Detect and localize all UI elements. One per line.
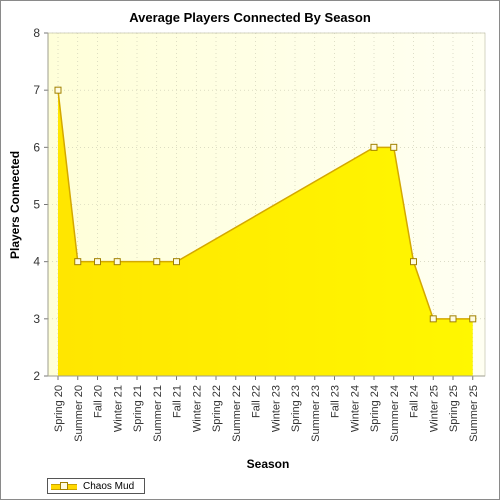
data-point-marker <box>54 86 62 94</box>
x-tick-label: Fall 23 <box>330 385 342 418</box>
x-tick-label: Spring 20 <box>53 385 65 432</box>
data-point-marker <box>153 258 161 266</box>
data-point-marker <box>94 258 101 266</box>
data-point-marker <box>370 143 378 151</box>
x-tick-label: Summer 24 <box>389 385 401 442</box>
data-point-marker <box>469 315 477 323</box>
x-tick-label: Fall 22 <box>251 385 263 418</box>
y-tick-label: 8 <box>33 26 40 40</box>
y-tick-label: 5 <box>33 198 40 212</box>
y-tick-label: 3 <box>33 312 40 326</box>
x-tick-label: Spring 25 <box>448 385 460 432</box>
data-point-marker <box>74 258 82 266</box>
x-tick-label: Spring 21 <box>132 385 144 432</box>
chart-title: Average Players Connected By Season <box>129 10 371 25</box>
y-tick-label: 2 <box>33 369 40 383</box>
x-tick-label: Summer 25 <box>468 385 480 442</box>
x-tick-label: Spring 24 <box>369 385 381 432</box>
axes: 2 3 4 5 6 7 8 Spring 20 Summer 20 Fall 20 Winter 2… <box>33 26 486 442</box>
legend: Chaos Mud <box>47 478 145 494</box>
plot-border <box>47 32 486 377</box>
x-tick-label: Summer 21 <box>152 385 164 442</box>
data-point-marker <box>113 258 121 266</box>
y-tick-label: 6 <box>33 140 40 154</box>
series-area <box>58 90 473 377</box>
x-tick-label: Fall 20 <box>93 385 105 418</box>
x-tick-label: Spring 22 <box>211 385 223 432</box>
data-point-marker <box>429 315 437 323</box>
x-tick-label: Winter 25 <box>428 385 440 432</box>
x-tick-label: Fall 21 <box>172 385 184 418</box>
x-tick-label: Winter 22 <box>191 385 203 432</box>
legend-label: Chaos Mud <box>83 480 135 492</box>
data-point-marker <box>173 258 180 266</box>
x-tick-label: Spring 23 <box>290 385 302 432</box>
data-point-marker <box>449 315 457 323</box>
x-tick-label: Summer 23 <box>310 385 322 442</box>
x-tick-label: Winter 21 <box>112 385 124 432</box>
y-tick-label: 7 <box>33 83 40 97</box>
legend-swatch-icon <box>51 481 77 491</box>
x-tick-label: Winter 23 <box>270 385 282 432</box>
data-point-marker <box>410 258 417 266</box>
data-point-marker <box>390 143 398 151</box>
x-tick-label: Summer 20 <box>73 385 85 442</box>
x-tick-label: Summer 22 <box>231 385 243 442</box>
y-tick-label: 4 <box>33 255 40 269</box>
y-axis-label: Players Connected <box>8 151 22 259</box>
x-axis-label: Season <box>247 457 290 471</box>
x-tick-label: Fall 24 <box>409 385 421 418</box>
x-tick-label: Winter 24 <box>349 385 361 432</box>
data-markers <box>54 86 477 323</box>
